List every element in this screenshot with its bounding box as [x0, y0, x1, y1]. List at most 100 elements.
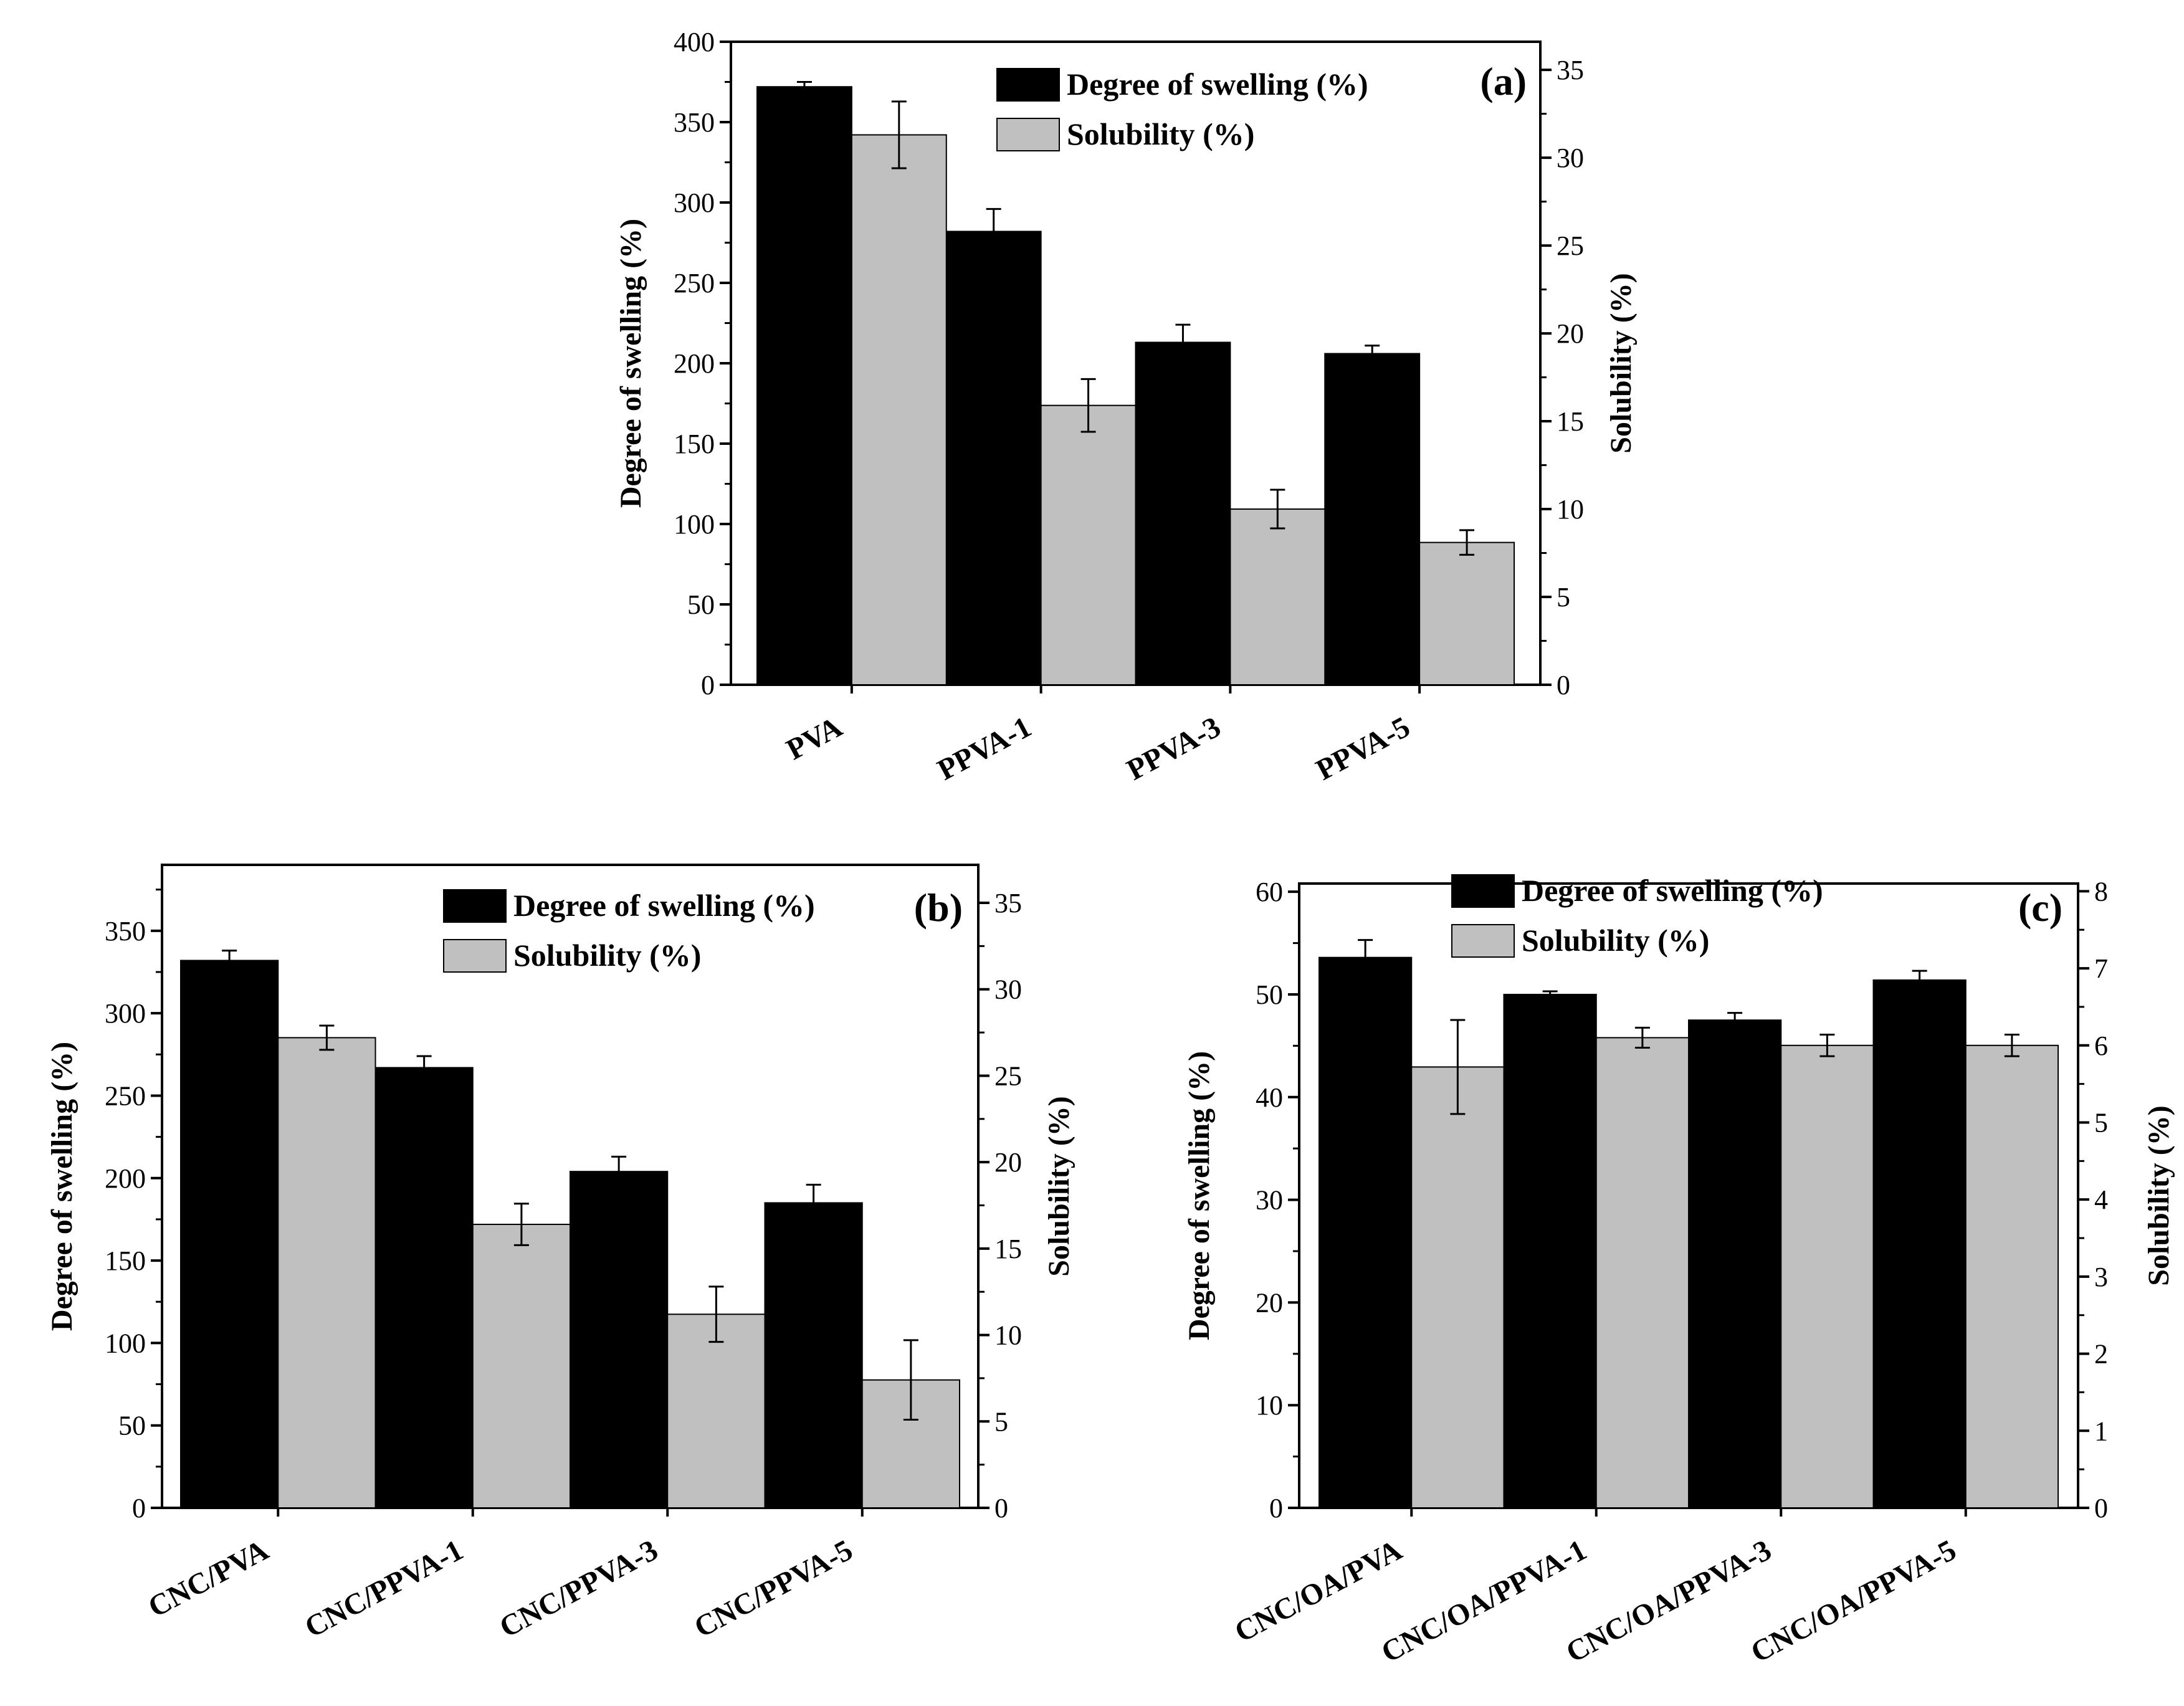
error-bar [903, 1339, 918, 1421]
error-bar [1542, 990, 1558, 999]
error-bar [1175, 323, 1191, 361]
category-label: CNC/PPVA-1 [300, 1533, 469, 1644]
solubility-bar [851, 134, 947, 685]
legend-label: Solubility (%) [1522, 923, 1709, 958]
left-tick-label: 350 [674, 107, 715, 138]
solubility-bar [667, 1313, 766, 1508]
left-tick-label: 350 [105, 916, 146, 946]
left-tick-label: 20 [1256, 1287, 1283, 1318]
right-tick-label: 35 [1557, 55, 1584, 85]
right-tick-label: 10 [1557, 494, 1584, 525]
legend-label: Degree of swelling (%) [513, 888, 815, 923]
swelling-bar [945, 231, 1042, 685]
left-tick-label: 0 [132, 1493, 146, 1523]
left-axis-title: Degree of swelling (%) [1183, 1051, 1216, 1340]
panel-tag: (b) [914, 885, 963, 930]
error-bar [513, 1203, 529, 1246]
category-label: CNC/PPVA-3 [494, 1533, 663, 1644]
panel-b-chart: 0 50 100 150 200 250 300 350 0 5 10 15 20 25 30 35 CNC/P… [45, 864, 1075, 1644]
legend-swatch-solubility [1451, 924, 1515, 958]
swelling-bar [1872, 979, 1967, 1508]
solubility-bar [1040, 404, 1137, 685]
legend: Degree of swelling (%) Solubility (%) [996, 67, 1368, 151]
category-label: PPVA-3 [1122, 710, 1226, 787]
right-tick-label: 5 [1557, 582, 1570, 612]
error-bar [1358, 939, 1373, 976]
right-tick-label: 15 [994, 1234, 1022, 1264]
right-tick-label: 15 [1557, 406, 1584, 437]
left-tick-label: 0 [701, 670, 715, 700]
left-tick-label: 250 [674, 268, 715, 298]
right-tick-label: 35 [994, 888, 1022, 918]
swelling-bar [1324, 353, 1421, 685]
error-bar [2004, 1033, 2019, 1057]
right-tick-label: 1 [2094, 1416, 2108, 1446]
legend-swatch-solubility [996, 118, 1060, 151]
legend: Degree of swelling (%) Solubility (%) [443, 888, 815, 973]
right-tick-label: 20 [1557, 318, 1584, 349]
panel-c-chart: 0102030405060012345678CNC/OA/PVACNC/OA/P… [1183, 873, 2175, 1669]
solubility-bar [1965, 1044, 2059, 1509]
left-tick-label: 100 [674, 509, 715, 540]
legend-swatch-solubility [443, 939, 507, 973]
right-tick-label: 4 [2094, 1184, 2108, 1215]
left-tick-label: 300 [674, 188, 715, 218]
right-tick-label: 30 [1557, 143, 1584, 173]
left-tick-label: 10 [1256, 1390, 1283, 1421]
left-tick-label: 50 [118, 1411, 146, 1441]
right-tick-label: 7 [2094, 953, 2108, 984]
left-tick-label: 200 [674, 348, 715, 379]
left-tick-label: 30 [1256, 1185, 1283, 1216]
legend-swatch-swelling [996, 68, 1060, 102]
error-bar [416, 1055, 432, 1080]
swelling-bar [1135, 341, 1231, 685]
category-label: CNC/PPVA-5 [689, 1533, 858, 1644]
swelling-bar [1503, 993, 1597, 1508]
right-tick-label: 2 [2094, 1339, 2108, 1370]
solubility-bar [1419, 541, 1515, 686]
right-tick-label: 20 [994, 1147, 1022, 1178]
error-bar [1080, 378, 1096, 433]
error-bar [1459, 529, 1475, 556]
category-label: CNC/OA/PPVA-5 [1745, 1533, 1962, 1669]
legend-swatch-swelling [1451, 874, 1515, 908]
solubility-bar [277, 1037, 376, 1508]
category-label: CNC/PVA [143, 1533, 274, 1624]
error-bar [1450, 1019, 1466, 1115]
right-tick-label: 30 [994, 975, 1022, 1005]
left-tick-label: 60 [1256, 877, 1283, 907]
error-bar [891, 100, 907, 169]
left-tick-label: 40 [1256, 1082, 1283, 1113]
left-tick-label: 400 [674, 27, 715, 57]
solubility-bar [1595, 1037, 1689, 1508]
category-label: CNC/OA/PVA [1229, 1533, 1408, 1649]
error-bar [708, 1285, 724, 1343]
right-tick-label: 3 [2094, 1262, 2108, 1292]
right-axis-title: Solubility (%) [1042, 1096, 1075, 1276]
right-tick-label: 10 [994, 1320, 1022, 1351]
right-tick-label: 0 [2094, 1493, 2108, 1523]
error-bar [806, 1183, 821, 1222]
left-tick-label: 300 [105, 998, 146, 1029]
right-tick-label: 0 [1557, 670, 1570, 700]
left-tick-label: 50 [1256, 979, 1283, 1010]
category-label: CNC/OA/PPVA-3 [1561, 1533, 1777, 1669]
left-tick-label: 50 [687, 589, 715, 620]
right-tick-label: 5 [994, 1406, 1008, 1437]
swelling-bar [756, 86, 852, 686]
error-bar [1819, 1033, 1835, 1057]
left-tick-label: 150 [105, 1246, 146, 1276]
error-bar [222, 950, 237, 971]
solubility-bar [1411, 1066, 1505, 1508]
right-tick-label: 25 [994, 1060, 1022, 1091]
legend-label: Degree of swelling (%) [1067, 67, 1368, 102]
swelling-bar [374, 1067, 474, 1508]
legend-swatch-swelling [443, 889, 507, 923]
panel-tag: (a) [1480, 59, 1527, 103]
swelling-bar [1319, 956, 1413, 1508]
error-bar [986, 207, 1001, 255]
solubility-bar [1229, 508, 1326, 685]
category-label: PPVA-5 [1311, 710, 1416, 787]
left-axis-title: Degree of swelling (%) [614, 219, 647, 508]
